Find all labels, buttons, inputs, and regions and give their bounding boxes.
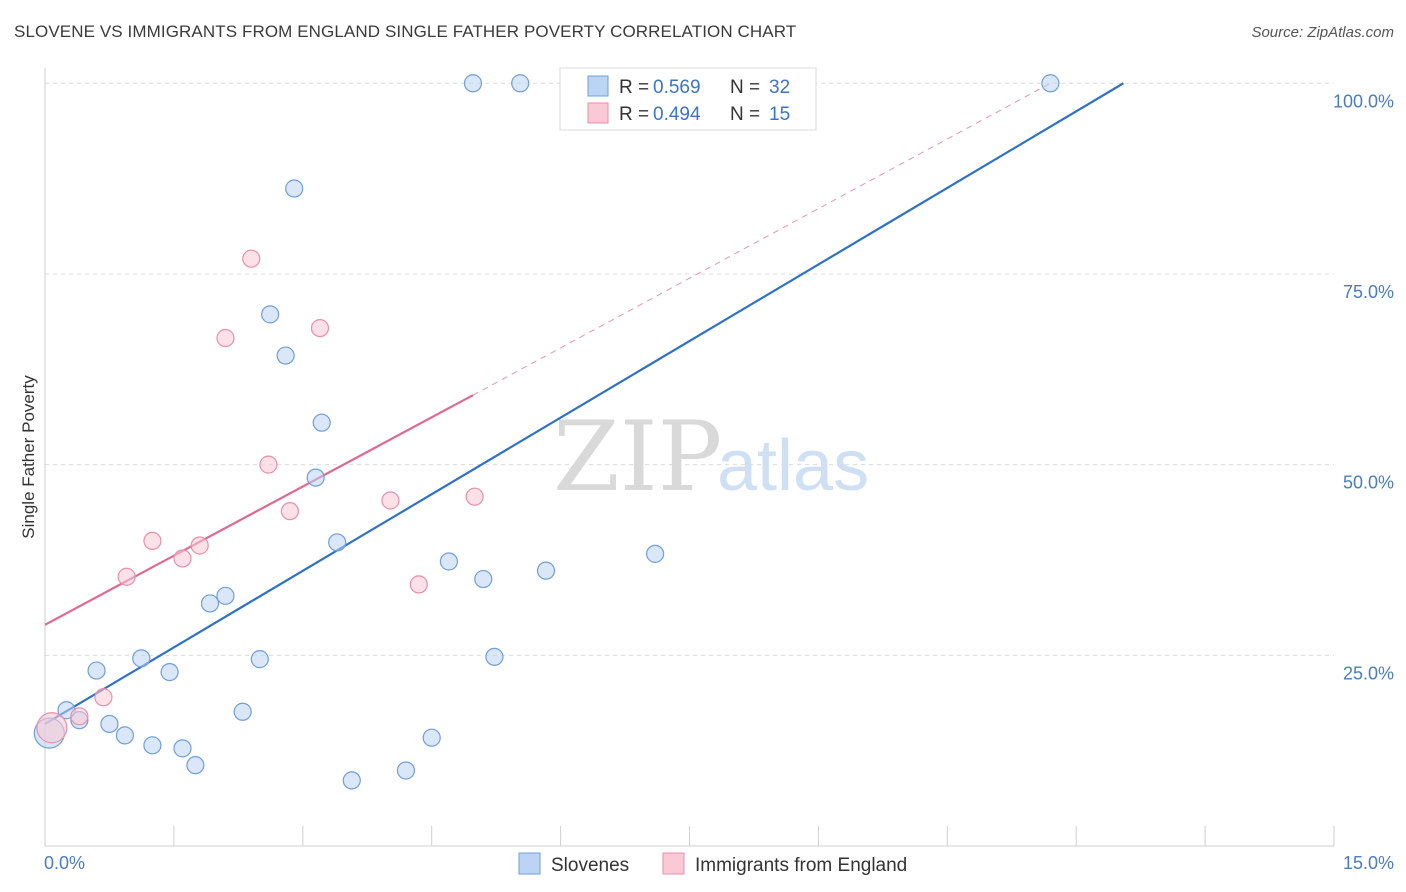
point-slovenes-17 [285,179,304,198]
y-axis-title: Single Father Poverty [19,375,38,539]
point-slovenes-10 [186,756,205,775]
chart-source: Source: ZipAtlas.com [1251,24,1394,41]
point-slovenes-19 [312,413,331,432]
y-tick-labels: 25.0% 50.0% 75.0% 100.0% [1333,91,1394,683]
trend-line-england [44,394,474,626]
point-england-5 [173,549,192,568]
legend-r-value-england: 0.494 [653,104,701,125]
legend-n-label-slovenes: N = [730,77,760,98]
point-england-6 [190,536,209,555]
point-slovenes-4 [100,714,119,734]
point-slovenes-31 [1041,74,1060,93]
legend-n-value-slovenes: 32 [769,77,790,98]
legend-swatch-slovenes [587,75,609,97]
bottom-legend-swatch-england [662,852,685,875]
trend-lines [44,82,1125,725]
point-slovenes-22 [396,761,416,780]
point-slovenes-20 [328,533,347,552]
point-england-14 [465,487,484,506]
point-england-8 [242,249,261,268]
x-tick-label-min: 0.0% [44,853,85,873]
point-slovenes-27 [485,647,504,666]
point-england-11 [310,318,330,338]
y-tick-label-0: 25.0% [1343,663,1394,683]
trend-line-slovenes [44,82,1125,725]
point-england-7 [216,328,235,348]
grid-lines [45,82,1334,656]
point-slovenes-5 [115,726,135,745]
point-england-4 [143,531,162,551]
point-slovenes-11 [200,594,220,613]
point-england-10 [280,502,300,521]
x-ticks [44,826,1335,846]
point-slovenes-23 [422,728,441,747]
y-tick-label-2: 75.0% [1343,282,1394,302]
y-tick-label-1: 50.0% [1343,473,1394,493]
bottom-legend-label-england: Immigrants from England [695,855,907,876]
legend-n-label-england: N = [730,104,760,125]
legend-r-label-england: R = [619,104,649,125]
point-slovenes-30 [646,544,665,563]
bottom-legend-swatch-slovenes [518,852,541,875]
point-england-2 [94,688,113,707]
point-slovenes-3 [87,661,106,680]
chart-title: SLOVENE VS IMMIGRANTS FROM ENGLAND SINGL… [14,22,797,41]
point-slovenes-7 [143,736,162,755]
y-tick-label-3: 100.0% [1333,91,1394,111]
point-slovenes-18 [306,468,325,487]
bottom-legend: Slovenes Immigrants from England [518,852,907,876]
point-slovenes-6 [132,649,151,668]
point-england-1 [70,707,89,726]
point-slovenes-29 [536,561,556,580]
bottom-legend-label-slovenes: Slovenes [551,855,629,876]
legend-swatch-england [587,102,609,124]
point-england-0 [36,712,68,744]
x-tick-label-max: 15.0% [1343,853,1394,873]
point-england-12 [381,491,400,510]
legend-r-label-slovenes: R = [619,77,649,98]
point-slovenes-12 [216,586,235,605]
point-slovenes-15 [261,305,280,324]
data-points [33,74,1060,790]
legend: R = 0.569 N = 32 R = 0.494 N = 15 [559,67,817,131]
point-slovenes-28 [511,74,530,93]
legend-n-value-england: 15 [769,104,790,125]
point-slovenes-16 [276,346,295,365]
point-slovenes-8 [160,662,179,682]
point-slovenes-9 [173,739,192,758]
point-slovenes-25 [463,74,483,93]
point-slovenes-26 [474,569,493,589]
point-slovenes-14 [250,650,269,669]
watermark-zip: ZIP [553,401,722,513]
point-slovenes-24 [439,552,458,571]
watermark-atlas: atlas [717,426,869,506]
point-slovenes-21 [342,771,361,790]
point-england-9 [259,455,278,474]
point-slovenes-13 [233,702,252,721]
watermark: ZIP atlas [553,401,869,513]
point-england-13 [409,575,428,594]
legend-r-value-slovenes: 0.569 [653,77,701,98]
point-england-3 [117,567,136,586]
